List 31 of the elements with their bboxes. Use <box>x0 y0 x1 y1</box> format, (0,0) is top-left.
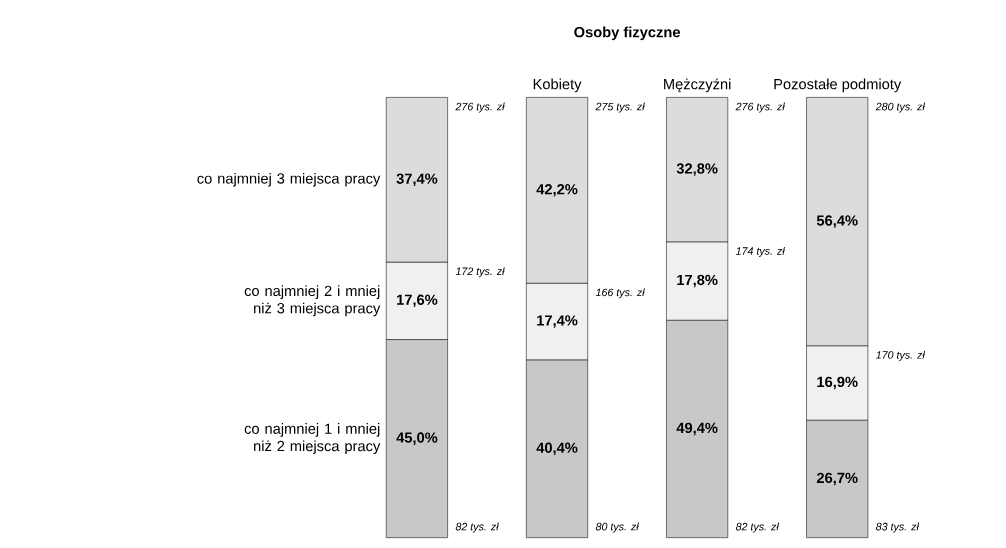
data-label: 17,8% <box>677 274 718 288</box>
annotation: 82 tys. zł <box>735 522 780 533</box>
x-tick-label: Mężczyźni <box>664 78 731 93</box>
data-label: 40,4% <box>536 442 578 455</box>
data-label: 32,8% <box>676 163 718 176</box>
annotation: 280 tys. zł <box>875 102 926 113</box>
series-label: co najmniej 2 i mniej niż 3 miejsca pracy <box>244 285 381 317</box>
x-tick-label: Pozostałe podmioty <box>774 78 902 93</box>
text: Osoby fizyczne <box>574 26 680 41</box>
data-label: 49,4% <box>676 422 718 436</box>
annotation: 80 tys. zł <box>595 522 639 533</box>
data-label: 37,4% <box>396 173 438 186</box>
data-label: 56,4% <box>816 215 858 228</box>
annotation: 170 tys. zł <box>876 350 926 361</box>
x-tick-label: Kobiety <box>533 78 582 93</box>
annotation: 276 tys. zł <box>455 102 505 113</box>
annotation: 83 tys. zł <box>876 522 920 533</box>
data-label: 17,4% <box>537 315 578 328</box>
data-label: 16,9% <box>817 376 858 390</box>
data-label: 17,6% <box>397 294 438 307</box>
data-label: 42,2% <box>536 183 578 197</box>
annotation: 174 tys. zł <box>735 246 785 257</box>
annotation: 82 tys. zł <box>455 522 499 533</box>
series-label: co najmniej 3 miejsca pracy <box>197 172 381 187</box>
annotation: 276 tys. zł <box>735 102 785 113</box>
series-label: co najmniej 1 i mniej niż 2 miejsca pracy <box>244 422 381 454</box>
annotation: 172 tys. zł <box>455 267 505 277</box>
data-label: 45,0% <box>396 432 438 445</box>
annotation: 275 tys. zł <box>595 102 645 113</box>
data-label: 26,7% <box>816 472 858 485</box>
annotation: 166 tys. zł <box>595 288 645 299</box>
